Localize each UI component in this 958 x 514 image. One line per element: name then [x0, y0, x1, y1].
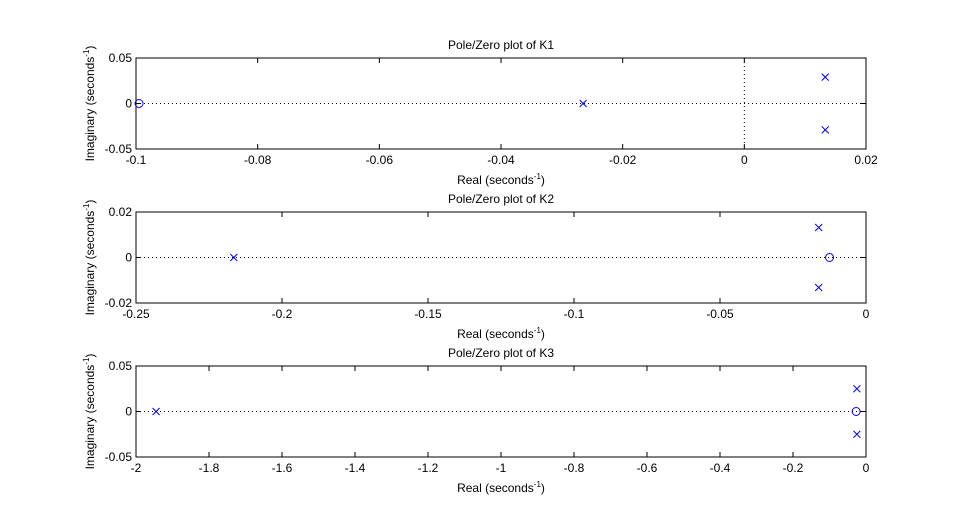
x-tick-label: -0.05 — [706, 307, 734, 321]
x-tick-label: 0 — [863, 307, 870, 321]
zero-marker — [134, 99, 144, 108]
x-tick-label: -0.4 — [710, 461, 731, 475]
x-tick-label: 0.02 — [854, 153, 878, 167]
x-tick-label: -0.8 — [564, 461, 585, 475]
pole-marker — [229, 253, 238, 262]
pole-marker — [821, 126, 830, 134]
subplot-2: -0.25 -0.2 -0.15 -0.1 -0.05 0 -0.02 0 0.02 Pole/Z… — [82, 192, 870, 341]
y-tick-label: 0 — [125, 405, 132, 419]
y-axis-label: Imaginary (seconds-1) — [82, 200, 97, 316]
subplot-3: -2 -1.8 -1.6 -1.4 -1.2 -1 -0.8 -0.6 -0.4 -0.2 0 -0.… — [82, 346, 870, 495]
y-tick-label: -0.05 — [105, 450, 133, 464]
x-tick-label: -0.25 — [122, 307, 150, 321]
subplot-1: -0.1 -0.08 -0.06 -0.04 -0.02 0 0.02 -0.05 0 0.05 P… — [82, 38, 878, 187]
x-tick-label: 0 — [863, 461, 870, 475]
x-tick-label: -1.4 — [345, 461, 366, 475]
x-tick-label: -0.2 — [272, 307, 293, 321]
zero-marker — [851, 407, 861, 416]
x-tick-label: -1 — [496, 461, 507, 475]
y-axis-label: Imaginary (seconds-1) — [82, 46, 97, 162]
x-tick-label: 0 — [741, 153, 748, 167]
x-axis-label: Real (seconds-1) — [457, 326, 545, 341]
x-tick-label: -1.2 — [418, 461, 439, 475]
x-tick-label: -0.2 — [783, 461, 804, 475]
zero-marker — [825, 253, 834, 262]
chart-title: Pole/Zero plot of K1 — [448, 38, 554, 52]
y-tick-label: 0 — [125, 97, 132, 111]
x-tick-label: -1.6 — [272, 461, 293, 475]
x-tick-label: -0.6 — [637, 461, 658, 475]
y-tick-label: 0.02 — [109, 205, 133, 219]
x-tick-label: -0.08 — [244, 153, 272, 167]
x-tick-label: -0.1 — [564, 307, 585, 321]
x-axis-label: Real (seconds-1) — [457, 172, 545, 187]
y-tick-label: -0.05 — [105, 142, 133, 156]
pole-marker — [814, 223, 823, 232]
x-tick-label: -0.06 — [366, 153, 394, 167]
x-axis-label: Real (seconds-1) — [457, 480, 545, 495]
pole-marker — [579, 99, 587, 108]
y-axis-label: Imaginary (seconds-1) — [82, 354, 97, 470]
x-tick-label: -0.04 — [487, 153, 515, 167]
y-tick-label: -0.02 — [105, 296, 133, 310]
y-tick-label: 0 — [125, 251, 132, 265]
x-tick-label: -2 — [131, 461, 142, 475]
pole-marker — [152, 407, 160, 416]
y-tick-label: 0.05 — [109, 359, 133, 373]
pole-marker — [814, 283, 823, 292]
chart-title: Pole/Zero plot of K3 — [448, 346, 554, 360]
chart-title: Pole/Zero plot of K2 — [448, 192, 554, 206]
pole-marker — [853, 384, 861, 393]
pole-marker — [821, 73, 830, 81]
x-tick-label: -0.02 — [609, 153, 637, 167]
x-tick-label: -0.1 — [126, 153, 147, 167]
x-tick-label: -0.15 — [414, 307, 442, 321]
pole-marker — [853, 430, 861, 439]
y-tick-label: 0.05 — [109, 51, 133, 65]
x-tick-label: -1.8 — [199, 461, 220, 475]
